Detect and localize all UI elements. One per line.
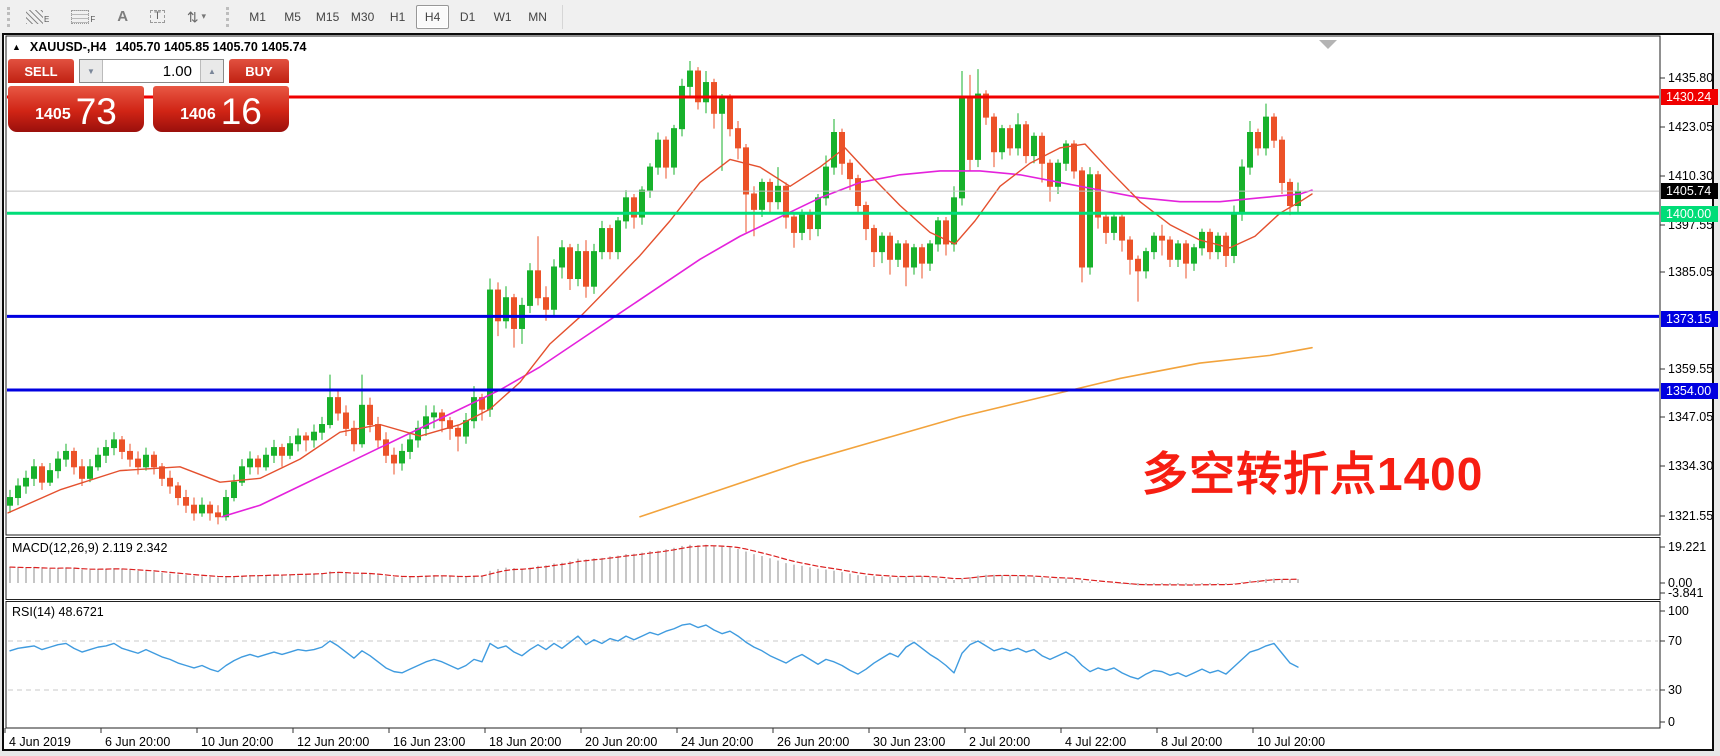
toolbar: E F A T ⇅ ▾ M1 M5 M15 M30 H1 H4 D1 W1 MN: [0, 0, 1720, 33]
timeframe-w1[interactable]: W1: [493, 9, 512, 24]
ohlc-values: 1405.70 1405.85 1405.70 1405.74: [115, 40, 307, 54]
toolbar-grip[interactable]: [226, 6, 232, 27]
collapse-icon[interactable]: ▲: [12, 42, 21, 52]
timeframe-m30[interactable]: M30: [350, 9, 375, 24]
volume-spinner: ▼ 1.00 ▲: [79, 59, 224, 83]
timeframe-h1[interactable]: H1: [389, 9, 406, 24]
sell-button[interactable]: SELL: [8, 59, 74, 83]
bid-main-digits: 1405: [35, 106, 71, 123]
chart-window: [2, 33, 1714, 751]
volume-increase-button[interactable]: ▲: [200, 60, 223, 82]
chart-annotation-text[interactable]: 多空转折点1400: [1142, 448, 1484, 500]
chart-ohlc-header: ▲ XAUUSD-,H4 1405.70 1405.85 1405.70 140…: [12, 40, 306, 54]
ask-price-panel[interactable]: 1406 16: [153, 86, 289, 132]
timeframe-mn[interactable]: MN: [528, 9, 547, 24]
ask-main-digits: 1406: [180, 106, 216, 123]
ask-pip-digits: 16: [220, 90, 262, 132]
timeframe-m1[interactable]: M1: [249, 9, 266, 24]
indicators-icon[interactable]: E: [22, 8, 53, 26]
grid-template-icon[interactable]: F: [67, 8, 99, 26]
volume-decrease-button[interactable]: ▼: [80, 60, 103, 82]
buy-button[interactable]: BUY: [229, 59, 289, 83]
volume-input[interactable]: 1.00: [162, 62, 192, 80]
timeframe-h4[interactable]: H4: [416, 4, 450, 29]
timeframe-d1[interactable]: D1: [459, 9, 476, 24]
toolbar-grip[interactable]: [7, 6, 13, 27]
timeframe-m15[interactable]: M15: [315, 9, 340, 24]
macd-label: MACD(12,26,9) 2.119 2.342: [12, 541, 168, 555]
toolbar-separator: [562, 4, 564, 29]
text-box-icon[interactable]: T: [146, 8, 169, 25]
symbol-label: XAUUSD-,H4: [29, 40, 107, 54]
bid-pip-digits: 73: [75, 90, 117, 132]
timeframe-m5[interactable]: M5: [284, 9, 301, 24]
timeframes-group: M1 M5 M15 M30 H1 H4 D1 W1 MN: [241, 4, 554, 29]
drawing-tools-group: E F A T ⇅ ▾: [22, 7, 210, 26]
one-click-trading-panel: SELL ▼ 1.00 ▲ BUY 1405 73 1406 16: [8, 59, 289, 132]
bid-price-panel[interactable]: 1405 73: [8, 86, 144, 132]
arrange-objects-icon[interactable]: ⇅ ▾: [186, 8, 207, 25]
rsi-label: RSI(14) 48.6721: [12, 605, 104, 619]
font-label-icon[interactable]: A: [117, 8, 129, 25]
